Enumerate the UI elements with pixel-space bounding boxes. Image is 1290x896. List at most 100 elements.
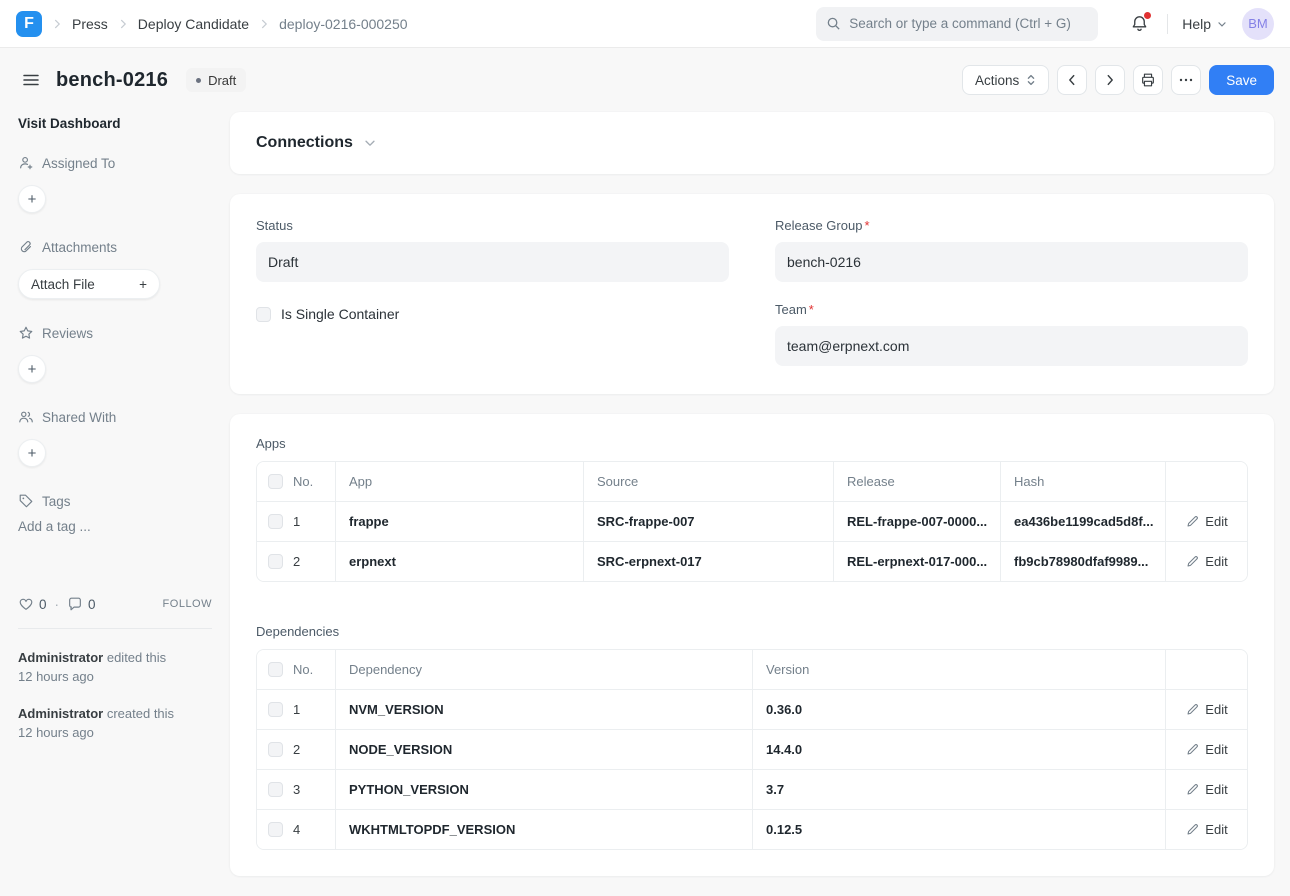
row-checkbox[interactable] <box>268 742 283 757</box>
is-single-container-field[interactable]: Is Single Container <box>256 306 729 322</box>
top-navbar: F Press Deploy Candidate deploy-0216-000… <box>0 0 1290 48</box>
cell-source: SRC-frappe-007 <box>584 502 834 541</box>
notifications-bell-icon[interactable] <box>1126 10 1153 37</box>
pencil-icon <box>1186 823 1199 836</box>
col-hash: Hash <box>1001 462 1166 501</box>
is-single-container-label: Is Single Container <box>281 306 400 322</box>
edit-row-button[interactable]: Edit <box>1186 782 1228 797</box>
details-form-card: Status Is Single Container Release Group… <box>230 194 1274 394</box>
team-input[interactable] <box>775 326 1248 366</box>
like-button[interactable]: 0 <box>18 596 47 612</box>
cell-source: SRC-erpnext-017 <box>584 542 834 581</box>
sidebar-toggle-icon[interactable] <box>18 67 44 93</box>
dependencies-table: No. Dependency Version 1 NVM_VERSION 0.3… <box>256 649 1248 850</box>
dependencies-table-row[interactable]: 4 WKHTMLTOPDF_VERSION 0.12.5 Edit <box>257 810 1247 849</box>
activity-action: created this <box>103 705 175 721</box>
cell-no: 2 <box>293 554 301 569</box>
select-all-checkbox[interactable] <box>268 474 283 489</box>
breadcrumb-press[interactable]: Press <box>72 15 108 32</box>
edit-label: Edit <box>1205 822 1228 837</box>
cell-hash: fb9cb78980dfaf9989... <box>1001 542 1166 581</box>
page-header: bench-0216 Draft Actions Save <box>0 48 1290 112</box>
plus-icon: + <box>139 276 147 292</box>
dependencies-table-row[interactable]: 1 NVM_VERSION 0.36.0 Edit <box>257 690 1247 730</box>
is-single-container-checkbox[interactable] <box>256 306 271 322</box>
col-version: Version <box>753 650 1166 689</box>
user-plus-icon <box>18 155 34 171</box>
help-menu[interactable]: Help <box>1182 16 1228 32</box>
cell-version: 3.7 <box>753 770 1166 809</box>
chevron-right-icon <box>116 17 130 31</box>
apps-table-row[interactable]: 2 erpnext SRC-erpnext-017 REL-erpnext-01… <box>257 542 1247 581</box>
pencil-icon <box>1186 783 1199 796</box>
social-row: 0 · 0 FOLLOW <box>18 596 212 612</box>
assigned-to-section: Assigned To + <box>18 155 212 213</box>
add-review-button[interactable]: + <box>18 355 46 383</box>
save-button[interactable]: Save <box>1209 65 1274 95</box>
shared-with-section: Shared With + <box>18 409 212 467</box>
col-no: No. <box>293 474 314 489</box>
edit-row-button[interactable]: Edit <box>1186 554 1228 569</box>
edit-row-button[interactable]: Edit <box>1186 742 1228 757</box>
col-no: No. <box>293 662 314 677</box>
edit-label: Edit <box>1205 742 1228 757</box>
attach-file-button[interactable]: Attach File + <box>18 269 160 299</box>
apps-section-label: Apps <box>256 436 286 451</box>
connections-toggle[interactable]: Connections <box>256 134 377 152</box>
release-group-input[interactable] <box>775 242 1248 282</box>
actions-dropdown[interactable]: Actions <box>961 65 1050 95</box>
team-label: Team * <box>775 302 1248 317</box>
document-sidebar: Visit Dashboard Assigned To + Attachment… <box>0 112 230 760</box>
edit-label: Edit <box>1205 782 1228 797</box>
row-checkbox[interactable] <box>268 702 283 717</box>
edit-row-button[interactable]: Edit <box>1186 822 1228 837</box>
dependencies-table-header: No. Dependency Version <box>257 650 1247 690</box>
dependencies-table-row[interactable]: 2 NODE_VERSION 14.4.0 Edit <box>257 730 1247 770</box>
add-tag-input[interactable]: Add a tag ... <box>18 519 91 534</box>
select-all-checkbox[interactable] <box>268 662 283 677</box>
attachments-label: Attachments <box>42 239 118 255</box>
cell-no: 4 <box>293 822 301 837</box>
edit-row-button[interactable]: Edit <box>1186 702 1228 717</box>
apps-table-row[interactable]: 1 frappe SRC-frappe-007 REL-frappe-007-0… <box>257 502 1247 542</box>
search-icon <box>826 16 841 31</box>
cell-no: 2 <box>293 742 301 757</box>
edit-label: Edit <box>1205 514 1228 529</box>
add-assignment-button[interactable]: + <box>18 185 46 213</box>
row-checkbox[interactable] <box>268 782 283 797</box>
edit-row-button[interactable]: Edit <box>1186 514 1228 529</box>
comment-count: 0 <box>88 596 96 612</box>
dot-separator: · <box>54 596 60 612</box>
activity-time: 12 hours ago <box>18 668 94 684</box>
cell-dependency: PYTHON_VERSION <box>336 770 753 809</box>
print-button[interactable] <box>1133 65 1164 95</box>
row-checkbox[interactable] <box>268 514 283 529</box>
add-share-button[interactable]: + <box>18 439 46 467</box>
frappe-logo-icon[interactable]: F <box>16 10 42 37</box>
status-input[interactable] <box>256 242 729 282</box>
row-checkbox[interactable] <box>268 822 283 837</box>
pencil-icon <box>1186 555 1199 568</box>
status-field: Status <box>256 218 729 282</box>
status-badge-label: Draft <box>208 72 237 88</box>
dependencies-section-label: Dependencies <box>256 624 340 639</box>
previous-record-button[interactable] <box>1057 65 1088 95</box>
next-record-button[interactable] <box>1095 65 1126 95</box>
command-search[interactable] <box>816 6 1099 41</box>
connections-title: Connections <box>256 134 353 151</box>
dependencies-table-row[interactable]: 3 PYTHON_VERSION 3.7 Edit <box>257 770 1247 810</box>
attachments-section: Attachments Attach File + <box>18 239 212 299</box>
select-chevrons-icon <box>1026 73 1036 87</box>
search-input[interactable] <box>849 16 1089 31</box>
reviews-section: Reviews + <box>18 325 212 383</box>
comment-button[interactable]: 0 <box>67 596 96 612</box>
cell-app: frappe <box>336 502 584 541</box>
more-options-button[interactable] <box>1171 65 1202 95</box>
tags-label: Tags <box>42 493 71 509</box>
follow-button[interactable]: FOLLOW <box>162 598 212 610</box>
breadcrumb-deploy-candidate[interactable]: Deploy Candidate <box>137 15 250 32</box>
row-checkbox[interactable] <box>268 554 283 569</box>
paperclip-icon <box>18 239 34 255</box>
visit-dashboard-link[interactable]: Visit Dashboard <box>18 116 121 131</box>
user-avatar[interactable]: BM <box>1242 7 1274 40</box>
